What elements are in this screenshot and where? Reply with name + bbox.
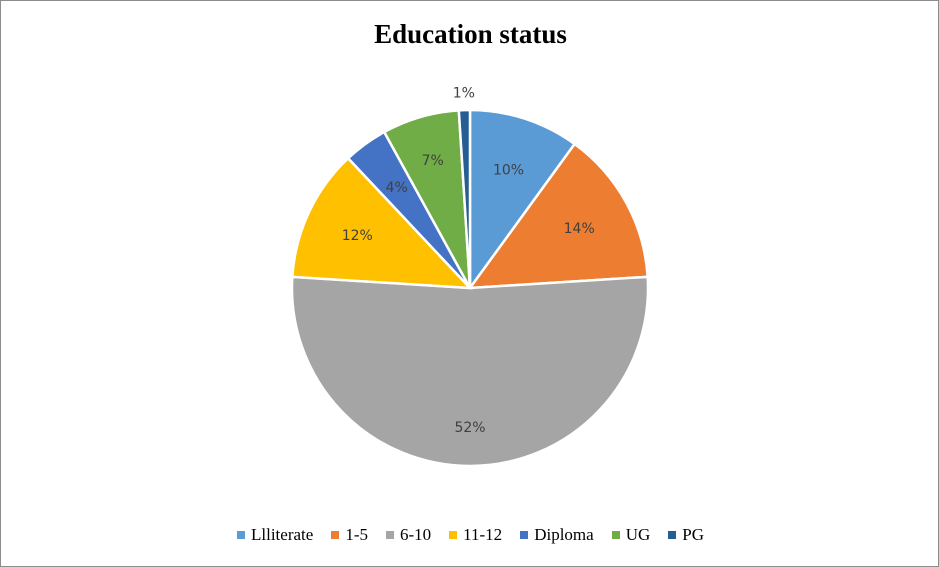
data-label-llliterate: 10% <box>493 162 524 178</box>
legend-label: UG <box>625 525 651 544</box>
pie-labels: 10% 14% 52% 12% 4% 7% 1% <box>342 85 595 436</box>
legend-swatch <box>449 531 458 539</box>
data-label-pg: 1% <box>453 85 475 101</box>
legend-label: PG <box>682 525 704 544</box>
legend-item: UG <box>611 525 651 545</box>
legend-item: 1-5 <box>331 525 368 545</box>
data-label-1-5: 14% <box>564 221 595 237</box>
legend-item: 11-12 <box>449 525 502 545</box>
data-label-diploma: 4% <box>386 180 408 196</box>
legend-item: 6-10 <box>385 525 432 545</box>
legend-label: Diploma <box>534 525 594 544</box>
data-label-ug: 7% <box>422 153 444 169</box>
pie-slice-pg <box>457 108 472 289</box>
legend-label: 1-5 <box>345 525 368 544</box>
legend-item: Diploma <box>520 525 594 545</box>
legend-item: PG <box>668 525 704 545</box>
pie-slice-11-12 <box>291 156 474 290</box>
legend-item: Llliterate <box>237 525 313 545</box>
legend-swatch <box>520 531 529 539</box>
pie-slice-6-10 <box>290 275 650 468</box>
pie-slice-1-5 <box>467 142 649 290</box>
legend-swatch <box>611 531 620 539</box>
pie-slices <box>290 108 650 468</box>
legend-swatch <box>385 531 394 539</box>
chart-legend: Llliterate 1-5 6-10 11-12 Diploma UG PG <box>1 525 939 545</box>
legend-swatch <box>668 531 677 539</box>
data-label-6-10: 52% <box>454 420 485 436</box>
chart-title: Education status <box>374 19 567 49</box>
legend-swatch <box>237 531 245 539</box>
pie-slice-llliterate <box>468 108 577 292</box>
legend-label: 6-10 <box>399 525 432 544</box>
data-label-11-12: 12% <box>342 228 373 244</box>
legend-swatch <box>331 531 340 539</box>
legend-label: Llliterate <box>251 525 314 544</box>
legend-label: 11-12 <box>463 525 503 544</box>
